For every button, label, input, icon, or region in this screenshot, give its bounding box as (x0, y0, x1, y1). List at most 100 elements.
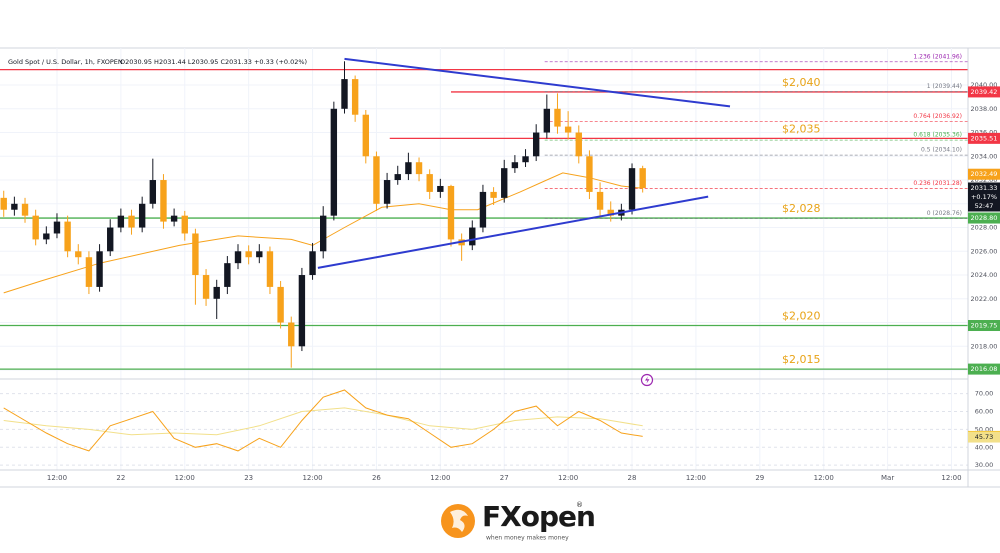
symbol-title: Gold Spot / U.S. Dollar, 1h, FXOPEN (8, 58, 123, 66)
price-tag (968, 212, 1000, 224)
candle-body (639, 168, 646, 188)
candle-body (607, 209, 614, 216)
x-tick-label: 29 (755, 474, 764, 482)
y-tick-label: 2028.00 (971, 224, 998, 232)
level-label: $2,040 (782, 76, 821, 89)
level-label: $2,028 (782, 202, 821, 215)
candle-body (596, 191, 604, 210)
price-tag (968, 86, 1000, 98)
candle-body (288, 322, 295, 347)
candle-body (341, 79, 348, 109)
x-tick-label: 12:00 (558, 474, 578, 482)
bar-countdown: 52:47 (975, 202, 994, 210)
candle-body (351, 79, 359, 115)
trendline (317, 195, 709, 269)
rsi-tick-label: 70.00 (975, 390, 994, 398)
candle-body (277, 286, 284, 323)
logo-registered: ® (576, 501, 583, 509)
candle-body (224, 263, 231, 287)
x-tick-label: 28 (628, 474, 637, 482)
candle-body (298, 275, 306, 347)
candle-body (415, 162, 423, 175)
candle-body (394, 174, 401, 181)
y-tick-label: 2022.00 (971, 295, 998, 303)
candle-body (543, 108, 551, 133)
candle-body (532, 132, 540, 157)
last-price-label: 2031.33 (971, 184, 998, 192)
price-tag (968, 132, 1000, 144)
price-tag-label: 2019.75 (971, 322, 998, 330)
candle-body (32, 215, 39, 240)
rsi-tick-label: 50.00 (975, 425, 994, 433)
moving-average (3, 172, 643, 294)
x-tick-label: 27 (500, 474, 509, 482)
candle-body (43, 233, 50, 240)
rsi-tick-label: 30.00 (975, 461, 994, 469)
candle-body (437, 185, 444, 192)
y-tick-label: 2026.00 (971, 247, 998, 255)
candle-body (160, 180, 167, 222)
logo-brand: FXopen (482, 500, 595, 533)
price-tag (968, 168, 1000, 180)
trendline (344, 57, 731, 108)
price-tag-label: 2028.80 (971, 214, 998, 222)
rsi-signal (3, 407, 643, 436)
candle-body (362, 114, 369, 157)
x-tick-label: 12:00 (941, 474, 961, 482)
candle-body (149, 180, 157, 204)
candle-body (511, 162, 519, 169)
y-tick-label: 2038.00 (971, 105, 998, 113)
logo-tagline: when money makes money (486, 535, 569, 542)
price-tag-label: 2016.08 (971, 365, 998, 373)
x-tick-label: 12:00 (814, 474, 834, 482)
last-change-label: +0.17% (971, 193, 997, 201)
fib-label: 1 (2039.44) (927, 83, 962, 90)
y-tick-label: 2024.00 (971, 271, 998, 279)
price-tags: 2039.42 2035.51 2032.49 2028.80 2019.75 2016.… (968, 86, 1000, 443)
x-tick-label: 12:00 (430, 474, 450, 482)
fib-label: 0 (2028.76) (927, 210, 962, 217)
ohlc-readout: O2030.95 H2031.44 L2030.95 C2031.33 +0.3… (120, 58, 307, 66)
price-tag-label: 2032.49 (971, 170, 998, 178)
level-label: $2,035 (782, 122, 821, 135)
price-tag (968, 431, 1000, 443)
candle-body (586, 156, 593, 192)
candle-body (213, 286, 220, 299)
candle-body (170, 215, 178, 222)
candle-body (383, 180, 391, 204)
rsi-line (3, 389, 643, 452)
candle-body (575, 132, 582, 157)
candle-body (192, 233, 199, 276)
candle-body (266, 251, 274, 287)
candle-body (128, 215, 135, 228)
candle-body (96, 251, 103, 287)
candle-body (138, 203, 146, 228)
candle-body (181, 215, 188, 234)
x-tick-label: 12:00 (47, 474, 67, 482)
candle-body (564, 126, 572, 133)
candle-body (490, 191, 497, 198)
price-tag-label: 2039.42 (971, 88, 998, 96)
price-tag-label: 2035.51 (971, 134, 998, 142)
x-tick-label: 26 (372, 474, 381, 482)
price-tag (968, 320, 1000, 332)
alert-icon[interactable] (640, 373, 654, 387)
x-tick-label: Mar (881, 474, 894, 482)
last-price-tag (968, 182, 1000, 212)
candle-body (469, 227, 476, 246)
level-label: $2,020 (782, 310, 821, 323)
x-tick-label: 22 (116, 474, 125, 482)
y-tick-label: 2034.00 (971, 152, 998, 160)
candle-body (330, 108, 338, 216)
candle-body (373, 156, 380, 204)
logo-bull (450, 509, 468, 532)
y-tick-label: 2018.00 (971, 342, 998, 350)
candle-body (117, 215, 125, 228)
y-tick-label: 2040.00 (971, 81, 998, 89)
fib-label: 0.236 (2031.28) (913, 180, 962, 187)
candle-body (75, 251, 82, 258)
candle-body (202, 275, 210, 299)
fib-label: 0.618 (2035.36) (913, 132, 962, 139)
